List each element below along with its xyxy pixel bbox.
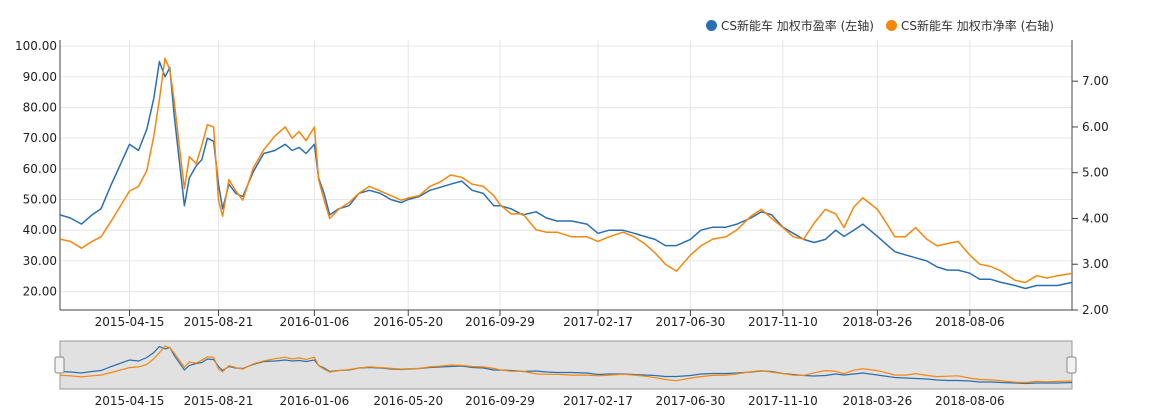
x-tick-label: 2018-03-26 (843, 315, 913, 329)
x-tick-label: 2015-04-15 (95, 315, 165, 329)
y-right-tick-label: 2.00 (1082, 303, 1109, 317)
navigator-handle-right[interactable] (1066, 356, 1077, 374)
y-left-tick-label: 40.00 (23, 223, 57, 237)
legend-label-pe: CS新能车 加权市盈率 (左轴) (721, 19, 874, 33)
navigator-x-tick-label: 2016-05-20 (373, 394, 443, 408)
y-right-tick-label: 4.00 (1082, 211, 1109, 225)
navigator-x-tick-label: 2016-09-29 (465, 394, 535, 408)
x-tick-label: 2016-09-29 (465, 315, 535, 329)
legend-marker-pe-icon (706, 20, 717, 31)
x-tick-label: 2016-05-20 (373, 315, 443, 329)
navigator-x-tick-label: 2016-01-06 (280, 394, 350, 408)
navigator-window[interactable] (59, 340, 1073, 390)
navigator-x-tick-label: 2018-08-06 (935, 394, 1005, 408)
navigator-x-tick-label: 2017-06-30 (656, 394, 726, 408)
navigator-series-pe (59, 345, 1073, 385)
x-tick-label: 2017-06-30 (656, 315, 726, 329)
series-line-pb (59, 57, 1073, 284)
legend-marker-pb-icon (886, 20, 897, 31)
x-tick-label: 2016-01-06 (280, 315, 350, 329)
legend-label-pb: CS新能车 加权市净率 (右轴) (901, 19, 1054, 33)
x-tick-label: 2015-08-21 (184, 315, 254, 329)
y-right-tick-label: 3.00 (1082, 257, 1109, 271)
x-tick-label: 2017-11-10 (748, 315, 818, 329)
x-tick-label: 2017-02-17 (563, 315, 633, 329)
y-left-tick-label: 80.00 (23, 101, 57, 115)
navigator-x-tick-label: 2015-04-15 (95, 394, 165, 408)
grid (60, 40, 1072, 310)
y-left-tick-label: 50.00 (23, 193, 57, 207)
navigator-series-pb (59, 345, 1073, 384)
y-left-tick-label: 100.00 (15, 39, 57, 53)
y-left-tick-label: 20.00 (23, 285, 57, 299)
x-tick-label: 2018-08-06 (935, 315, 1005, 329)
legend: CS新能车 加权市盈率 (左轴) CS新能车 加权市净率 (右轴) (706, 17, 1054, 34)
navigator-x-tick-label: 2015-08-21 (184, 394, 254, 408)
y-left-tick-label: 70.00 (23, 131, 57, 145)
navigator-handle-left[interactable] (54, 356, 65, 374)
navigator-x-tick-label: 2018-03-26 (843, 394, 913, 408)
navigator-x-tick-label: 2017-11-10 (748, 394, 818, 408)
y-left-tick-label: 90.00 (23, 70, 57, 84)
y-left-tick-label: 60.00 (23, 162, 57, 176)
navigator-x-tick-label: 2017-02-17 (563, 394, 633, 408)
y-right-tick-label: 6.00 (1082, 120, 1109, 134)
y-left-tick-label: 30.00 (23, 254, 57, 268)
y-right-tick-label: 5.00 (1082, 166, 1109, 180)
series-line-pe (59, 60, 1073, 290)
legend-item-pb[interactable]: CS新能车 加权市净率 (右轴) (886, 17, 1054, 34)
y-right-tick-label: 7.00 (1082, 74, 1109, 88)
legend-item-pe[interactable]: CS新能车 加权市盈率 (左轴) (706, 17, 874, 34)
